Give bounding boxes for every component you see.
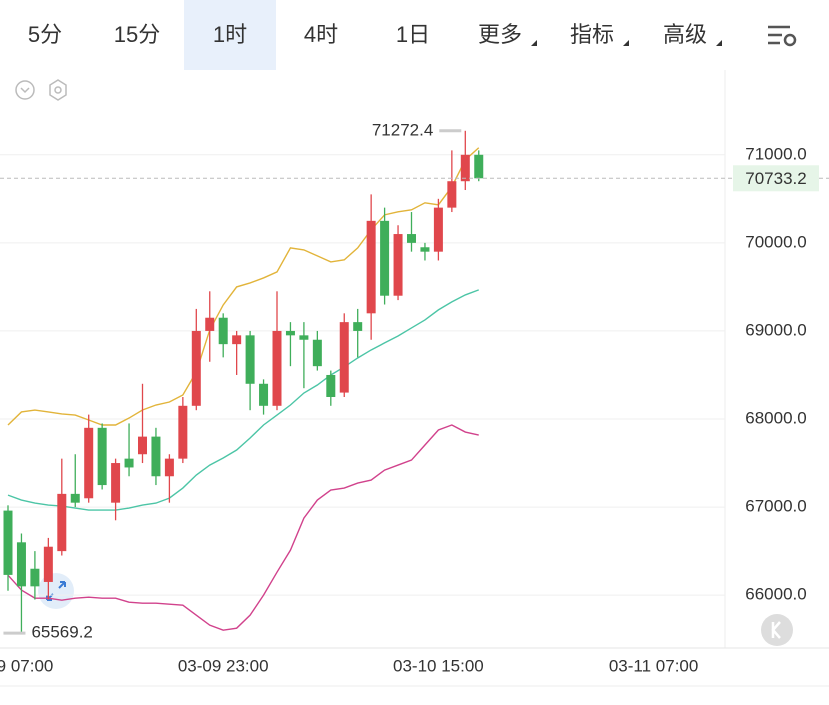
tab[interactable]: 5分: [28, 22, 62, 47]
candle-body: [16, 542, 26, 587]
tab[interactable]: 4时: [304, 22, 338, 47]
x-tick-label: 03-09 23:00: [178, 656, 269, 675]
candle-body: [97, 427, 107, 486]
candle-body: [312, 339, 322, 367]
candle-body: [84, 427, 94, 499]
x-tick-label: 03-11 07:00: [609, 656, 698, 675]
candle-body: [285, 330, 295, 336]
y-tick-label: 68000.0: [745, 408, 806, 427]
y-tick-label: 69000.0: [745, 320, 806, 339]
candle-body: [164, 458, 174, 477]
candle-body: [259, 383, 269, 406]
indicator-line: [7, 147, 480, 426]
indicator-line: [7, 289, 479, 511]
candle-body: [218, 317, 228, 345]
candle-body: [30, 568, 40, 587]
min-label: 65569.2: [31, 623, 92, 642]
gear-icon[interactable]: [49, 79, 67, 101]
candle-body: [70, 493, 80, 503]
candle-body: [366, 220, 376, 314]
candle-body: [474, 154, 484, 179]
candle-body: [124, 458, 134, 468]
tab[interactable]: 15分: [114, 22, 160, 47]
back-button[interactable]: [761, 614, 793, 646]
candle-body: [151, 436, 161, 477]
collapse-icon[interactable]: [15, 80, 35, 100]
candle-body: [191, 330, 201, 406]
tab[interactable]: 1日: [396, 22, 430, 47]
candle-body: [420, 247, 430, 252]
y-tick-label: 71000.0: [745, 144, 806, 163]
candle-body: [232, 335, 242, 345]
last-price-box: [733, 165, 819, 192]
candle-body: [43, 546, 53, 582]
x-tick-label: 03-09 07:00: [0, 656, 53, 675]
candle-body: [353, 322, 363, 331]
tab[interactable]: 更多: [478, 22, 522, 47]
active-tab-bg: [184, 0, 276, 70]
candle-body: [380, 220, 390, 296]
candle-body: [272, 330, 282, 406]
candle-body: [407, 234, 416, 243]
tab-bar: [0, 0, 829, 70]
candle-body: [433, 207, 443, 252]
candle-body: [447, 181, 457, 208]
tab[interactable]: 高级: [663, 22, 707, 47]
y-tick-label: 67000.0: [745, 497, 806, 516]
dropdown-arrow: [531, 40, 537, 46]
tab[interactable]: 指标: [570, 22, 614, 47]
candle-body: [3, 510, 13, 575]
candle-body: [339, 322, 349, 393]
candle-body: [245, 335, 255, 384]
max-label: 71272.4: [372, 120, 433, 139]
y-tick-label: 70000.0: [745, 232, 806, 251]
candle-body: [299, 335, 309, 340]
last-price-label: 70733.2: [745, 169, 806, 188]
x-tick-label: 03-10 15:00: [393, 656, 484, 675]
candle-body: [460, 154, 470, 182]
dropdown-arrow: [716, 40, 722, 46]
candle-body: [205, 317, 215, 331]
expand-icon[interactable]: [38, 573, 74, 609]
y-tick-label: 66000.0: [745, 585, 806, 604]
candle-body: [57, 493, 67, 552]
dropdown-arrow: [623, 40, 629, 46]
candle-body: [393, 234, 403, 296]
settings-icon[interactable]: [768, 25, 797, 47]
candle-body: [326, 374, 336, 397]
tab[interactable]: 1时: [213, 22, 247, 47]
candle-body: [138, 436, 147, 455]
candle-body: [111, 463, 121, 503]
indicator-line: [7, 424, 479, 631]
candle-body: [178, 405, 188, 459]
